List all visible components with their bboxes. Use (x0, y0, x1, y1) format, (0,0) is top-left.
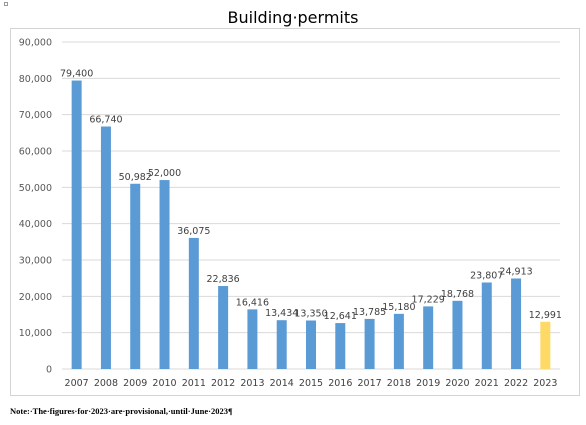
bar (276, 320, 287, 369)
bar (306, 320, 316, 369)
chart-frame (10, 28, 580, 396)
bar (188, 237, 199, 369)
bar (481, 282, 492, 369)
bar (452, 300, 463, 369)
bar (218, 286, 229, 369)
x-tick-label: 2016 (328, 378, 352, 389)
data-label: 12,991 (529, 310, 562, 321)
x-tick-label: 2022 (504, 378, 528, 389)
y-tick-label: 50,000 (19, 183, 52, 194)
x-tick-label: 2014 (270, 378, 294, 389)
bar (393, 313, 404, 369)
data-label: 18,768 (441, 289, 474, 300)
x-tick-label: 2013 (240, 378, 264, 389)
data-label: 36,075 (177, 226, 210, 237)
x-tick-label: 2017 (357, 378, 381, 389)
y-tick-label: 80,000 (19, 74, 52, 85)
y-tick-label: 10,000 (19, 328, 52, 339)
data-label: 13,785 (353, 307, 386, 318)
x-tick-label: 2018 (387, 378, 411, 389)
bar (71, 80, 82, 369)
data-label: 79,400 (60, 69, 93, 80)
data-label: 13,434 (265, 308, 298, 319)
x-tick-label: 2011 (182, 378, 206, 389)
data-label: 24,913 (499, 266, 532, 277)
bar (159, 180, 170, 369)
x-tick-label: 2012 (211, 378, 235, 389)
x-tick-label: 2015 (299, 378, 323, 389)
data-label: 12,641 (324, 311, 357, 322)
data-label: 16,416 (236, 297, 269, 308)
data-label: 13,350 (294, 308, 327, 319)
data-label: 17,229 (412, 294, 445, 305)
y-tick-label: 70,000 (19, 110, 52, 121)
y-tick-label: 0 (46, 365, 52, 376)
bar (511, 278, 522, 369)
x-tick-label: 2020 (445, 378, 469, 389)
x-tick-label: 2008 (94, 378, 118, 389)
x-tick-label: 2023 (533, 378, 557, 389)
corner-marker (4, 2, 8, 6)
bar (100, 126, 111, 370)
bar (130, 183, 141, 369)
x-tick-label: 2021 (475, 378, 499, 389)
bar (364, 318, 375, 369)
bar (335, 323, 346, 369)
x-tick-label: 2019 (416, 378, 440, 389)
x-tick-label: 2009 (123, 378, 147, 389)
bar-chart: 0 10,000 20,000 30,000 40,000 50,000 60,000 70,… (19, 38, 562, 390)
bar (540, 321, 551, 369)
data-label: 23,807 (470, 271, 503, 282)
data-label: 52,000 (148, 168, 181, 179)
data-label: 50,982 (119, 172, 152, 183)
data-label: 22,836 (206, 274, 239, 285)
data-label: 15,180 (382, 302, 415, 313)
chart-title: Building·permits (227, 8, 359, 27)
x-tick-label: 2010 (152, 378, 176, 389)
y-tick-label: 90,000 (19, 38, 52, 49)
y-tick-label: 30,000 (19, 256, 52, 267)
y-tick-label: 40,000 (19, 219, 52, 230)
y-tick-label: 20,000 (19, 292, 52, 303)
x-tick-label: 2007 (65, 378, 89, 389)
data-label: 66,740 (89, 115, 122, 126)
y-tick-label: 60,000 (19, 147, 52, 158)
footnote: Note:·The·figures·for·2023·are·provision… (10, 406, 233, 416)
bar (423, 306, 434, 369)
bar (247, 309, 258, 369)
